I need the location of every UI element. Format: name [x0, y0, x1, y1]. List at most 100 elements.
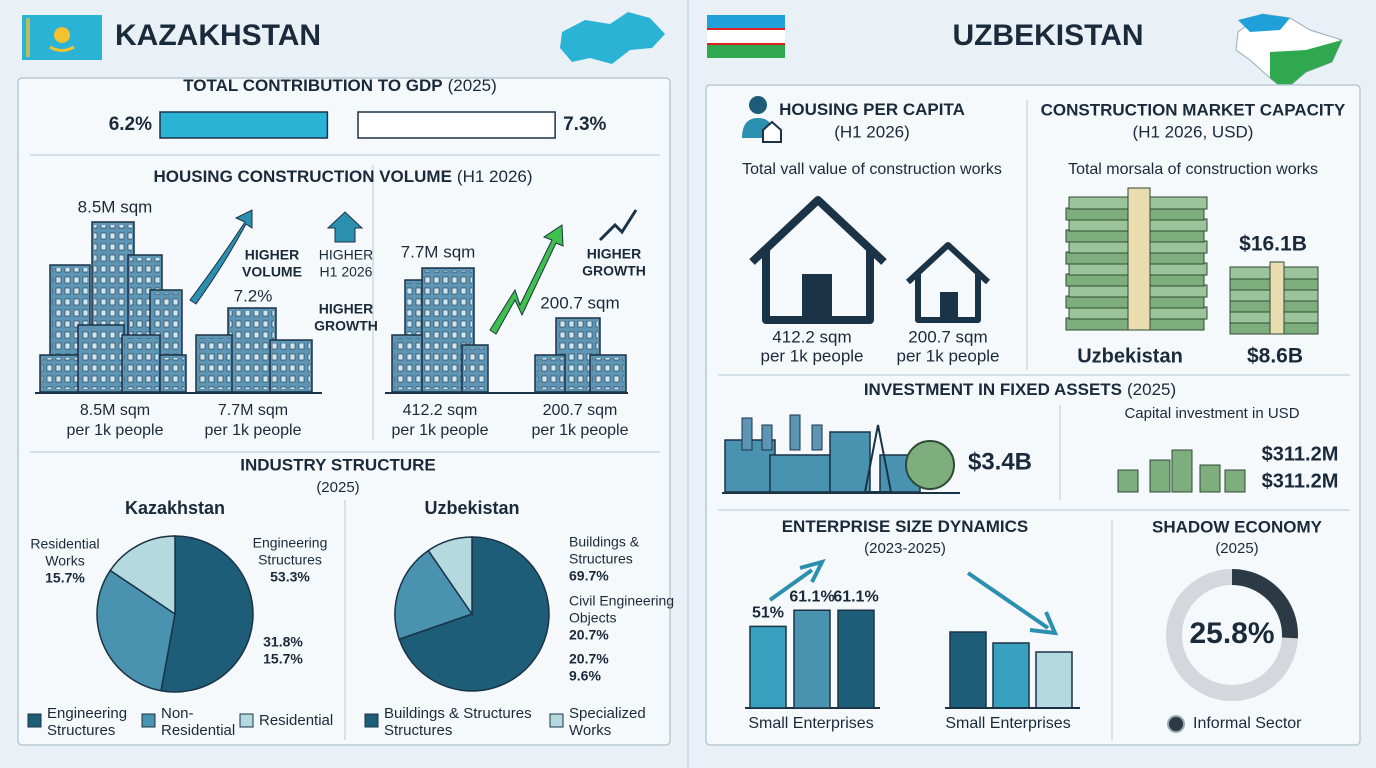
- pie-slice: [96, 569, 176, 692]
- pie-annotation: 9.6%: [569, 668, 601, 684]
- capita-label: per 1k people: [760, 346, 863, 365]
- gdp-value: 6.2%: [109, 114, 152, 135]
- gdp-value: 7.3%: [563, 114, 606, 135]
- legend-swatch: [141, 713, 156, 728]
- country-title: KAZAKHSTAN: [115, 19, 321, 52]
- legend-swatch: [27, 713, 42, 728]
- house-door: [940, 292, 958, 320]
- title-text: ENTERPRISE SIZE DYNAMICS: [782, 517, 1029, 536]
- section-title: ENTERPRISE SIZE DYNAMICS: [782, 517, 1029, 536]
- legend-swatch: [239, 713, 254, 728]
- factory: [769, 454, 831, 493]
- donut-label: 25.8%: [1189, 617, 1274, 650]
- decline-bar: [992, 642, 1030, 709]
- capacity-value: $16.1B: [1239, 233, 1307, 256]
- pie-annotation: Structures: [258, 552, 322, 568]
- period-text: (H1 2026): [457, 167, 533, 186]
- period-text: (2025): [1127, 380, 1176, 399]
- callout: 200.7 sqm: [540, 293, 619, 312]
- title-text: HOUSING CONSTRUCTION VOLUME: [153, 167, 451, 186]
- money-bag: [905, 440, 955, 490]
- pie-annotation: 20.7%: [569, 627, 609, 643]
- building-windows: [592, 358, 624, 389]
- note: VOLUME: [242, 264, 302, 280]
- callout: 8.5M sqm: [78, 197, 153, 216]
- building-windows: [162, 358, 184, 389]
- bar-label: 61.1%: [833, 588, 878, 605]
- pie-slice: [394, 549, 474, 641]
- capita-label: 412.2 sqm: [772, 327, 851, 346]
- enterprise-bar: [749, 625, 787, 709]
- pie-annotation: 15.7%: [45, 570, 85, 586]
- money-band: [1269, 261, 1285, 335]
- country-title: UZBEKISTAN: [952, 19, 1143, 52]
- chimney: [811, 424, 823, 451]
- decline-bar: [1035, 651, 1073, 709]
- building-windows: [124, 338, 158, 389]
- factory: [1149, 459, 1171, 493]
- pie-title: Uzbekistan: [424, 498, 519, 518]
- period: (2025): [316, 479, 359, 496]
- building-windows: [464, 348, 486, 389]
- chimney: [741, 417, 753, 451]
- callout: 7.7M sqm: [401, 242, 476, 261]
- footer-label: 200.7 sqm: [543, 402, 618, 419]
- note: HIGHER: [587, 246, 641, 262]
- uz-flag: [707, 15, 785, 58]
- section-title: INVESTMENT IN FIXED ASSETS (2025): [864, 380, 1176, 399]
- period-text: (2025): [448, 76, 497, 95]
- title-text: HOUSING PER CAPITA: [779, 100, 965, 119]
- factory: [1117, 469, 1139, 493]
- legend-label: Engineering: [47, 705, 127, 722]
- legend-swatch: [549, 713, 564, 728]
- enterprise-bar: [837, 609, 875, 709]
- legend-label: Residential: [259, 712, 333, 729]
- donut-arc: [1231, 569, 1298, 639]
- pie-slice: [160, 535, 254, 693]
- factory: [829, 431, 871, 493]
- building-windows: [537, 358, 563, 389]
- pie-annotation: 53.3%: [270, 569, 310, 585]
- pie-slice: [427, 536, 473, 617]
- investment-value: $311.2M: [1262, 443, 1339, 465]
- section-title: HOUSING PER CAPITA: [779, 100, 965, 119]
- bar-label: 61.1%: [789, 588, 834, 605]
- title-text: INVESTMENT IN FIXED ASSETS: [864, 380, 1122, 399]
- footer-label: per 1k people: [532, 422, 629, 439]
- period: (2025): [1215, 540, 1258, 557]
- title-text: TOTAL CONTRIBUTION TO GDP: [183, 76, 442, 95]
- pie-annotation: Civil Engineering: [569, 593, 674, 609]
- pie-annotation: 20.7%: [569, 651, 609, 667]
- legend-label: Residential: [161, 722, 235, 739]
- chimney: [789, 414, 801, 451]
- building-windows: [198, 338, 230, 389]
- legend-label: Buildings & Structures: [384, 705, 532, 722]
- callout: 7.2%: [234, 286, 273, 305]
- illustrations: [35, 96, 1319, 709]
- building-windows: [80, 328, 122, 389]
- factory: [1171, 449, 1193, 493]
- enterprise-bar: [793, 609, 831, 709]
- money-band: [1127, 187, 1151, 331]
- note: GROWTH: [582, 263, 646, 279]
- legend-label: Specialized: [569, 705, 646, 722]
- up-icon: [326, 211, 364, 243]
- legend-label: Non-: [161, 705, 194, 722]
- gdp-bar: [159, 111, 329, 139]
- section-title: CONSTRUCTION MARKET CAPACITY: [1041, 100, 1346, 119]
- footer-label: per 1k people: [205, 422, 302, 439]
- note: HIGHER: [245, 247, 299, 263]
- person-icon: [749, 96, 767, 114]
- decline-bar: [949, 631, 987, 709]
- footer-label: 8.5M sqm: [80, 402, 150, 419]
- kz-map: [560, 12, 665, 64]
- capita-label: per 1k people: [896, 346, 999, 365]
- legend-label: Informal Sector: [1193, 715, 1302, 732]
- section-title: TOTAL CONTRIBUTION TO GDP (2025): [183, 76, 497, 95]
- pie-annotation: Structures: [569, 551, 633, 567]
- building-windows: [272, 343, 310, 389]
- factory: [1199, 464, 1221, 493]
- pie-annotation: 69.7%: [569, 568, 609, 584]
- bar-label: 51%: [752, 605, 784, 622]
- footer-label: 7.7M sqm: [218, 402, 288, 419]
